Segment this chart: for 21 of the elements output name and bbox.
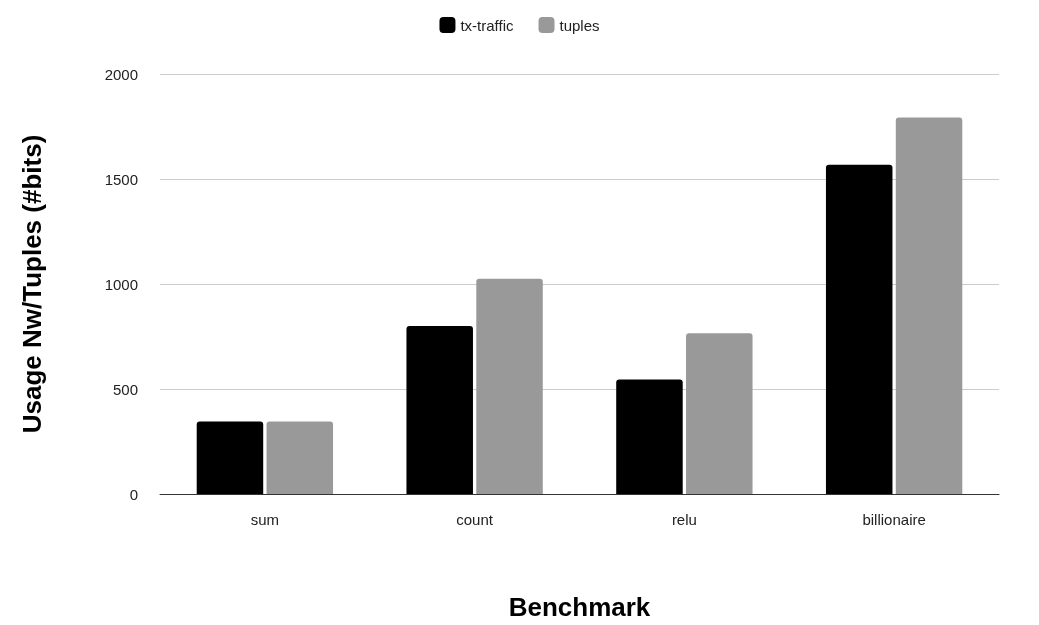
y-tick-label: 0 — [129, 485, 138, 503]
legend-label: tx-traffic — [460, 16, 515, 34]
x-tick-label: relu — [671, 511, 697, 528]
y-tick-label: 1000 — [104, 275, 138, 293]
y-tick-label: 1500 — [104, 170, 138, 188]
x-tick-label: billionaire — [862, 511, 926, 528]
y-tick-label: 2000 — [104, 65, 138, 83]
bar — [406, 326, 473, 494]
x-axis-title: Benchmark — [508, 592, 651, 622]
bar — [476, 278, 543, 494]
y-axis-title: Usage Nw/Tuples (#bits) — [17, 134, 47, 434]
x-tick-label: count — [456, 511, 494, 528]
legend-label: tuples — [559, 16, 600, 34]
bar — [825, 164, 893, 494]
x-tick-label: sum — [250, 511, 280, 528]
bar — [616, 379, 683, 494]
y-tick-label: 500 — [112, 380, 138, 398]
bar — [196, 421, 264, 494]
bar — [686, 333, 753, 494]
bar — [266, 421, 334, 494]
bar — [895, 117, 963, 494]
